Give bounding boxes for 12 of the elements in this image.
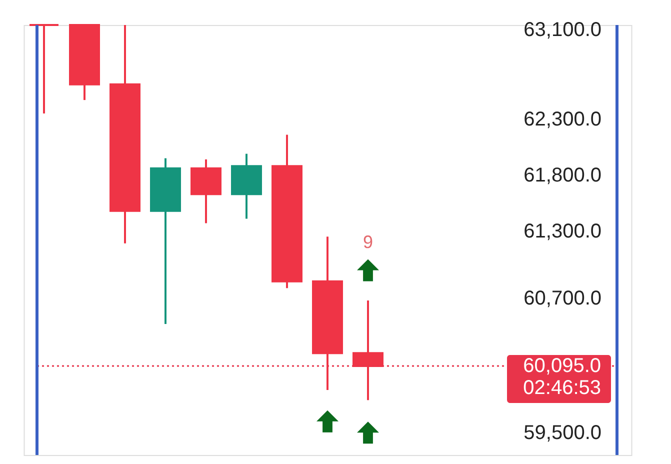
ref-line-label: 60,095.0 02:46:53: [523, 354, 601, 399]
annotation: 9: [362, 232, 374, 252]
y-tick-label: 63,100.0: [524, 18, 602, 41]
point: [357, 422, 379, 444]
point: [316, 410, 338, 432]
y-tick-label: 61,300.0: [524, 220, 602, 243]
y-tick-label: 59,500.0: [524, 422, 602, 444]
y-tick-label: 62,300.0: [524, 108, 602, 131]
y-tick-label: 60,700.0: [524, 288, 602, 310]
point: [357, 259, 379, 282]
candlestick: [28, 24, 60, 114]
y-tick-label: 61,800.0: [524, 164, 602, 187]
